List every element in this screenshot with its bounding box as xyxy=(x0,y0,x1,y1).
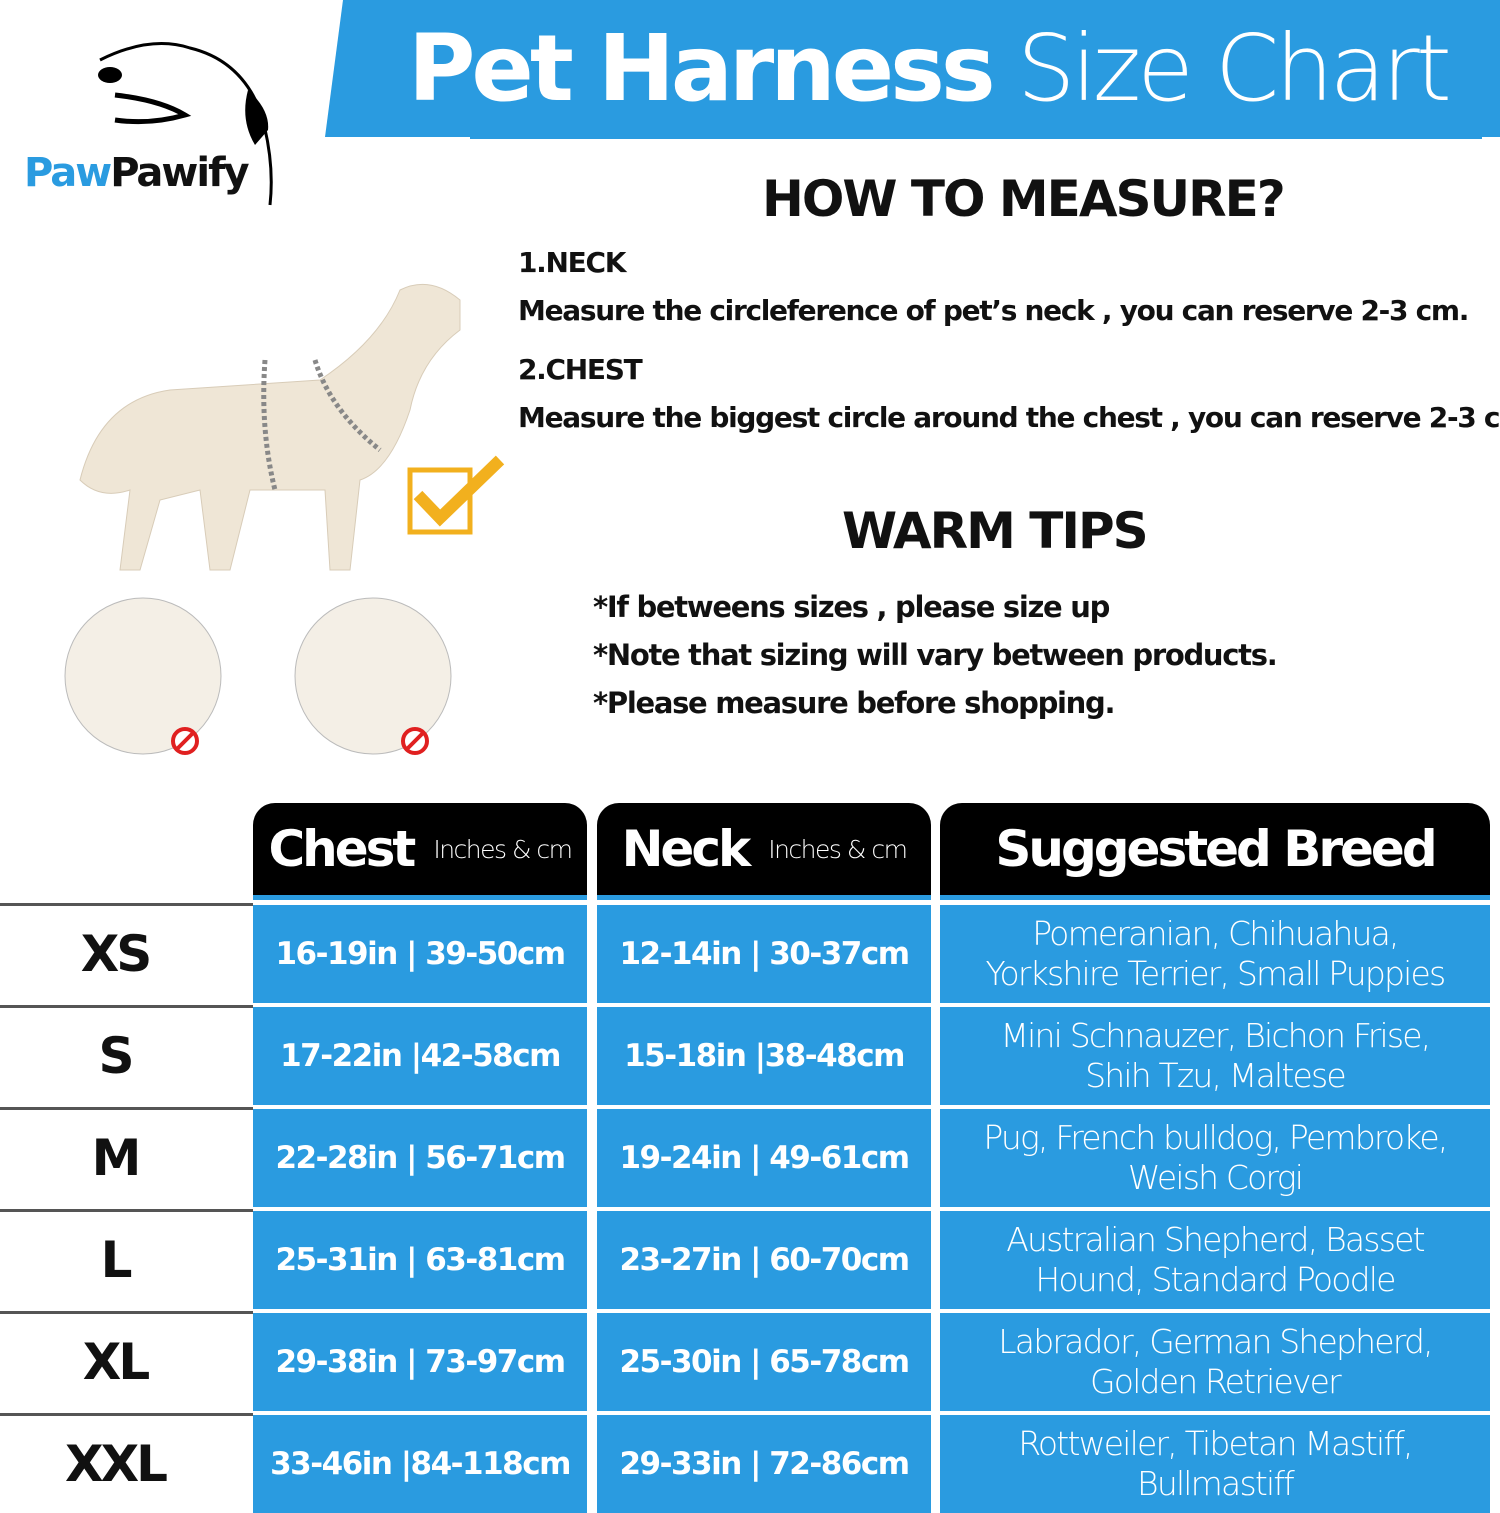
size-label: M xyxy=(91,1129,142,1187)
chest-text: Measure the biggest circle around the ch… xyxy=(518,401,1500,434)
row-divider xyxy=(0,903,253,906)
header-accent xyxy=(253,895,587,900)
row-divider xyxy=(0,1413,253,1416)
chest-cell: 29-38in | 73-97cm xyxy=(253,1313,587,1411)
wrong-measure-images xyxy=(64,597,452,755)
neck-cell: 15-18in |38-48cm xyxy=(597,1007,931,1105)
neck-cell: 12-14in | 30-37cm xyxy=(597,905,931,1003)
chest-cell: 22-28in | 56-71cm xyxy=(253,1109,587,1207)
chest-label: 2.CHEST xyxy=(518,353,643,386)
tip-item: *Please measure before shopping. xyxy=(593,686,1116,720)
neck-cell: 25-30in | 65-78cm xyxy=(597,1313,931,1411)
tip-item: *Note that sizing will vary between prod… xyxy=(593,638,1278,672)
chest-cell: 16-19in | 39-50cm xyxy=(253,905,587,1003)
size-label: XS xyxy=(80,925,153,983)
dog-logo-icon xyxy=(98,42,273,206)
header-accent xyxy=(597,895,931,900)
row-divider xyxy=(0,1107,253,1110)
neck-label: 1.NECK xyxy=(518,246,626,279)
neck-cell: 19-24in | 49-61cm xyxy=(597,1109,931,1207)
breed-cell: Mini Schnauzer, Bichon Frise, Shih Tzu, … xyxy=(940,1007,1490,1105)
breed-cell: Pug, French bulldog, Pembroke, Weish Cor… xyxy=(940,1109,1490,1207)
how-to-measure-heading: HOW TO MEASURE? xyxy=(762,170,1286,228)
breed-cell: Rottweiler, Tibetan Mastiff, Bullmastiff xyxy=(940,1415,1490,1513)
brand-logo: PawPawify xyxy=(24,150,250,196)
warm-tips-heading: WARM TIPS xyxy=(842,502,1149,560)
chest-column-header: Chest Inches & cm xyxy=(253,803,587,895)
tip-item: *If betweens sizes , please size up xyxy=(593,590,1110,624)
breed-cell: Pomeranian, Chihuahua, Yorkshire Terrier… xyxy=(940,905,1490,1003)
breed-column-header: Suggested Breed xyxy=(940,803,1490,895)
neck-column-header: Neck Inches & cm xyxy=(597,803,931,895)
dog-measure-image xyxy=(79,283,505,571)
row-divider xyxy=(0,1311,253,1314)
neck-cell: 29-33in | 72-86cm xyxy=(597,1415,931,1513)
breed-cell: Labrador, German Shepherd, Golden Retrie… xyxy=(940,1313,1490,1411)
size-label: S xyxy=(98,1027,134,1085)
divider xyxy=(470,136,1482,139)
chest-cell: 33-46in |84-118cm xyxy=(253,1415,587,1513)
neck-text: Measure the circleference of pet’s neck … xyxy=(518,294,1469,327)
neck-cell: 23-27in | 60-70cm xyxy=(597,1211,931,1309)
chest-cell: 25-31in | 63-81cm xyxy=(253,1211,587,1309)
title-banner xyxy=(325,0,1500,137)
size-label: XL xyxy=(82,1333,150,1391)
breed-cell: Australian Shepherd, Basset Hound, Stand… xyxy=(940,1211,1490,1309)
header-accent xyxy=(940,895,1490,900)
page-title: Pet Harness Size Chart xyxy=(408,15,1452,122)
size-label: XXL xyxy=(65,1435,168,1493)
row-divider xyxy=(0,1209,253,1212)
size-label: L xyxy=(100,1231,133,1289)
chest-cell: 17-22in |42-58cm xyxy=(253,1007,587,1105)
row-divider xyxy=(0,1005,253,1008)
